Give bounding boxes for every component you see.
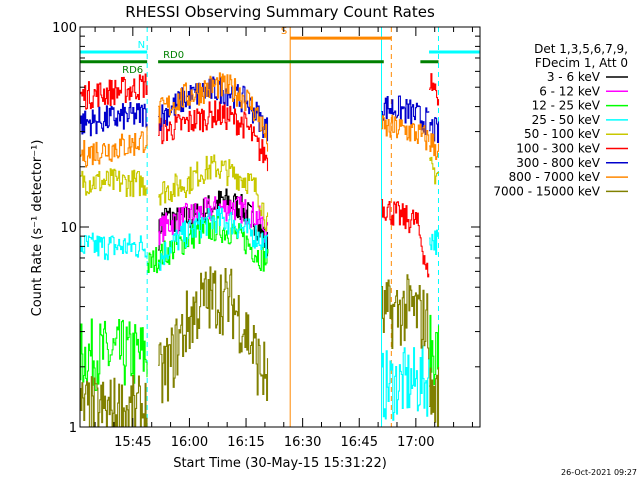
legend-entry-label: 7000 - 15000 keV (493, 184, 600, 198)
x-tick-label: 16:45 (341, 435, 378, 450)
series-line-8-segment-2 (381, 274, 430, 360)
series-line-5-segment-2 (381, 199, 430, 278)
series-line-3-segment-3 (429, 229, 440, 255)
state-bar-label-0: N (138, 40, 145, 51)
series-line-4-segment-1 (158, 154, 269, 232)
series-line-6-segment-1 (158, 76, 269, 142)
series-line-6-segment-2 (381, 95, 430, 136)
chart-title: RHESSI Observing Summary Count Rates (125, 3, 435, 21)
legend-entry-label: 25 - 50 keV (532, 113, 601, 127)
series-line-5-segment-0 (80, 73, 148, 110)
x-axis-label: Start Time (30-May-15 15:31:22) (173, 456, 387, 471)
x-tick-label: 15:45 (114, 435, 151, 450)
series-line-8-segment-1 (158, 266, 269, 404)
legend-header-line-2: FDecim 1, Att 0 (535, 56, 628, 70)
series-line-3-segment-2 (381, 345, 430, 421)
y-axis-label: Count Rate (s⁻¹ detector⁻¹) (30, 140, 45, 317)
legend-entry-label: 50 - 100 keV (524, 127, 601, 141)
series-line-7-segment-3 (429, 133, 440, 161)
legend-entry-label: 6 - 12 keV (539, 84, 601, 98)
legend-entry-label: 3 - 6 keV (547, 70, 601, 84)
series-line-2-segment-0 (80, 318, 148, 391)
x-tick-label: 16:15 (227, 435, 264, 450)
series-line-7-segment-1 (158, 72, 269, 152)
series-line-8-segment-0 (80, 374, 148, 428)
state-bar-label-3: RD6 (122, 65, 143, 76)
footer-timestamp: 26-Oct-2021 09:27 (561, 468, 637, 477)
series-line-5-segment-3 (429, 73, 440, 106)
x-tick-label: 16:00 (171, 435, 208, 450)
x-tick-label: 16:30 (284, 435, 321, 450)
legend-entry-label: 300 - 800 keV (516, 156, 600, 170)
legend: Det 1,3,5,6,7,9, FDecim 1, Att 0 3 - 6 k… (493, 42, 628, 198)
legend-entry-label: 12 - 25 keV (532, 99, 601, 113)
series-line-3-segment-0 (80, 232, 148, 261)
legend-entry-label: 800 - 7000 keV (509, 170, 601, 184)
series-line-4-segment-0 (80, 168, 148, 198)
y-tick-label: 10 (60, 221, 77, 236)
legend-entry-label: 100 - 300 keV (516, 142, 600, 156)
y-tick-label: 100 (52, 21, 77, 36)
y-tick-label: 1 (69, 421, 77, 436)
series-line-4-segment-2 (429, 156, 440, 185)
series-line-2-segment-2 (429, 314, 440, 387)
series-line-6-segment-0 (80, 101, 148, 137)
series-line-7-segment-0 (80, 126, 148, 168)
legend-header-line-1: Det 1,3,5,6,7,9, (534, 42, 628, 56)
x-tick-label: 17:00 (397, 435, 434, 450)
series-line-5-segment-1 (158, 100, 269, 172)
series-line-8-segment-3 (429, 367, 440, 428)
series-line-3-segment-1 (158, 206, 269, 271)
state-bar-label-4: RD0 (163, 50, 184, 61)
series-line-7-segment-2 (381, 114, 430, 151)
